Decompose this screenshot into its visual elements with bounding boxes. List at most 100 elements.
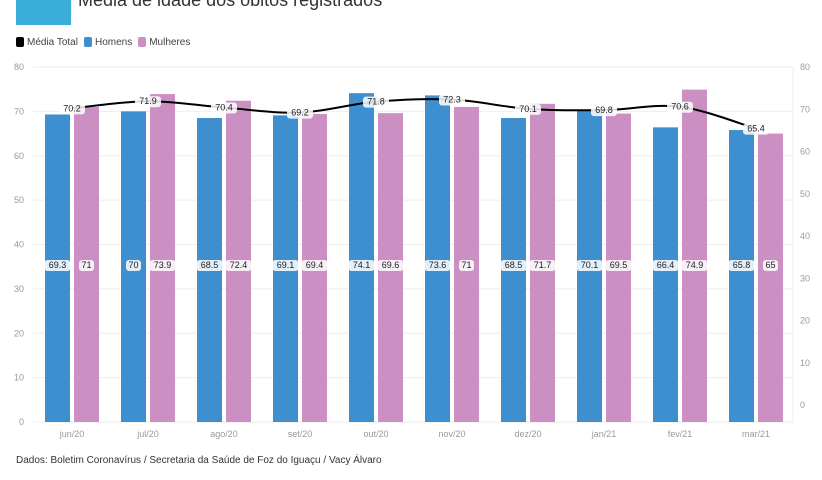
x-tick-label: jul/20 (136, 429, 159, 439)
y2-tick-label: 70 (800, 104, 810, 114)
bar-data-label: 70.1 (581, 260, 599, 270)
line-data-label: 69.2 (291, 108, 309, 118)
line-data-label-bg (515, 103, 541, 115)
logo (16, 0, 71, 25)
y-tick-label: 80 (14, 62, 24, 72)
y2-tick-label: 50 (800, 189, 810, 199)
bar-mulheres (682, 89, 707, 422)
bar-data-label: 69.1 (277, 260, 295, 270)
bar-data-label-bg (225, 260, 252, 271)
legend-item-homens[interactable]: Homens (83, 37, 132, 48)
bar-data-label-bg (576, 260, 603, 271)
x-tick-label: jan/21 (591, 429, 617, 439)
line-media-total (71, 98, 757, 130)
bar-data-label: 74.9 (686, 260, 704, 270)
bar-data-label-bg (301, 260, 328, 271)
line-data-label-bg (363, 96, 389, 108)
bar-mulheres (150, 94, 175, 422)
y2-tick-label: 20 (800, 316, 810, 326)
line-data-label: 70.6 (671, 102, 689, 112)
bar-data-label-bg (377, 260, 404, 271)
y-tick-label: 10 (14, 373, 24, 383)
y2-tick-label: 0 (800, 400, 805, 410)
bar-data-label: 71 (461, 260, 471, 270)
bar-data-label-bg (681, 260, 708, 271)
bar-homens (425, 95, 450, 423)
y2-tick-label: 80 (800, 62, 810, 72)
x-tick-label: set/20 (288, 429, 313, 439)
bar-data-label-bg (126, 260, 141, 271)
y2-tick-label: 40 (800, 231, 810, 241)
bar-data-label: 71 (81, 260, 91, 270)
bar-data-label: 69.5 (610, 260, 628, 270)
bar-homens (349, 93, 374, 423)
line-data-label-bg (439, 94, 465, 106)
bar-data-label-bg (149, 260, 176, 271)
line-data-label-bg (287, 107, 313, 119)
line-data-label: 65.4 (747, 124, 765, 134)
line-data-label-bg (743, 123, 769, 135)
bar-data-label-bg (728, 260, 755, 271)
bar-data-label: 65.8 (733, 260, 751, 270)
legend-item-media[interactable]: Média Total (16, 37, 78, 48)
x-tick-label: jun/20 (59, 429, 85, 439)
source-note: Dados: Boletim Coronavírus / Secretaria … (16, 455, 382, 466)
line-data-label-bg (135, 96, 161, 108)
line-data-label: 70.1 (519, 104, 537, 114)
bar-data-label-bg (79, 260, 94, 271)
legend: Média Total Homens Mulheres (16, 37, 190, 48)
line-data-label: 69.8 (595, 105, 613, 115)
bar-data-label: 72.4 (230, 260, 248, 270)
line-data-label-bg (59, 103, 85, 115)
y-tick-label: 20 (14, 328, 24, 338)
bar-data-label: 69.4 (306, 260, 324, 270)
line-data-label: 72.3 (443, 95, 461, 105)
bar-data-label-bg (348, 260, 375, 271)
bar-data-label-bg (605, 260, 632, 271)
x-tick-label: nov/20 (438, 429, 465, 439)
bar-data-label: 69.3 (49, 260, 67, 270)
bar-data-label: 71.7 (534, 260, 552, 270)
y-tick-label: 60 (14, 151, 24, 161)
bar-data-label-bg (272, 260, 299, 271)
bar-data-label: 68.5 (505, 260, 523, 270)
y-tick-label: 50 (14, 195, 24, 205)
bar-data-label-bg (196, 260, 223, 271)
y-tick-label: 70 (14, 106, 24, 116)
x-tick-label: dez/20 (514, 429, 541, 439)
line-data-label-bg (667, 101, 693, 113)
bar-data-label: 69.6 (382, 260, 400, 270)
chart: 0 0 10 10 20 20 30 30 40 40 50 50 60 60 70 70 80 80 jun/20… (14, 62, 810, 439)
bar-data-label-bg (44, 260, 71, 271)
line-data-label-bg (211, 102, 237, 114)
x-tick-label: fev/21 (668, 429, 693, 439)
bar-data-label-bg (459, 260, 474, 271)
bar-data-label-bg (763, 260, 778, 271)
bar-mulheres (758, 133, 783, 422)
y2-tick-label: 60 (800, 147, 810, 157)
bar-data-label: 70 (128, 260, 138, 270)
y2-tick-label: 30 (800, 273, 810, 283)
legend-item-mulheres[interactable]: Mulheres (138, 37, 190, 48)
bar-data-label: 74.1 (353, 260, 371, 270)
chart-title: Média de idade dos óbitos registrados (78, 0, 383, 10)
bar-data-label: 68.5 (201, 260, 219, 270)
bar-data-label-bg (529, 260, 556, 271)
y-tick-label: 40 (14, 240, 24, 250)
bar-homens (653, 127, 678, 422)
bar-data-label: 65 (765, 260, 775, 270)
line-data-label-bg (591, 105, 617, 117)
bar-data-label-bg (652, 260, 679, 271)
bar-data-label: 73.9 (154, 260, 172, 270)
x-tick-label: out/20 (363, 429, 388, 439)
y-tick-label: 0 (19, 417, 24, 427)
x-tick-label: ago/20 (210, 429, 238, 439)
line-data-label: 71.8 (367, 97, 385, 107)
bar-data-label: 66.4 (657, 260, 675, 270)
bar-data-label-bg (500, 260, 527, 271)
line-data-label: 70.2 (63, 103, 81, 113)
bar-data-label: 73.6 (429, 260, 447, 270)
bar-data-label-bg (424, 260, 451, 271)
y2-tick-label: 10 (800, 358, 810, 368)
y-tick-label: 30 (14, 284, 24, 294)
